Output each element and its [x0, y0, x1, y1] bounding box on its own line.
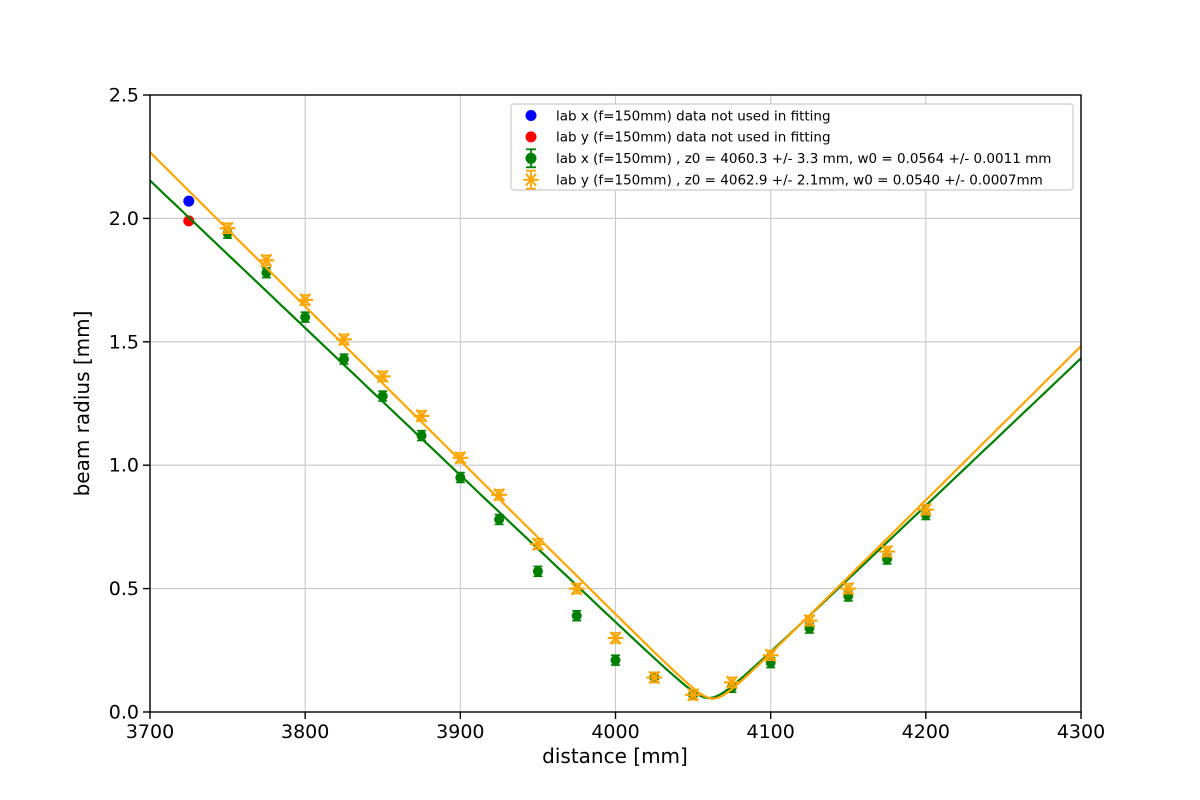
legend: lab x (f=150mm) data not used in fitting… — [510, 103, 1074, 191]
legend-marker-circle — [525, 110, 537, 121]
labx-unused-point — [183, 195, 195, 207]
y-tick-label: 2.0 — [109, 208, 139, 230]
labx-fit-point — [416, 430, 427, 441]
legend-box — [510, 103, 1074, 191]
asterisk-marker — [881, 545, 893, 559]
legend-label: lab y (f=150mm) , z0 = 4062.9 +/- 2.1mm,… — [556, 173, 1043, 189]
asterisk-marker — [920, 503, 932, 517]
y-tick-label: 0.5 — [109, 578, 139, 600]
labx-fit-point — [610, 655, 621, 666]
legend-marker-circle — [525, 152, 537, 164]
asterisk-marker — [525, 173, 537, 187]
x-tick-label: 4300 — [1057, 721, 1105, 743]
laby-fit-fit-curve — [149, 151, 1082, 700]
y-tick-label: 1.0 — [109, 455, 139, 477]
x-axis-label: distance [mm] — [542, 744, 688, 768]
legend-entry-laby-fit: lab y (f=150mm) , z0 = 4062.9 +/- 2.1mm,… — [523, 169, 1043, 190]
x-tick-label: 4000 — [591, 721, 639, 743]
series-labx-unused — [183, 195, 195, 207]
axis-ticks — [143, 94, 1082, 719]
legend-label: lab y (f=150mm) data not used in fitting — [556, 130, 831, 146]
y-tick-labels: 0.0 0.5 1.0 1.5 2.0 2.5 — [109, 85, 139, 724]
laby-unused-point — [183, 215, 195, 227]
asterisk-marker — [648, 670, 660, 684]
y-tick-label: 0.0 — [109, 702, 139, 724]
labx-fit-point — [455, 472, 466, 483]
asterisk-marker — [609, 631, 622, 645]
legend-entry-labx-fit: lab x (f=150mm) , z0 = 4060.3 +/- 3.3 mm… — [525, 148, 1051, 169]
legend-entry-labx-unused: lab x (f=150mm) data not used in fitting — [525, 108, 831, 124]
x-tick-label: 4200 — [902, 721, 950, 743]
asterisk-marker — [454, 451, 467, 465]
x-tick-labels: 3700 3800 3900 4000 4100 4200 4300 — [126, 721, 1105, 743]
legend-entry-laby-unused: lab y (f=150mm) data not used in fitting — [525, 130, 831, 146]
y-axis-label: beam radius [mm] — [70, 311, 94, 497]
asterisk-marker — [726, 675, 738, 689]
labx-fit-point — [571, 610, 582, 621]
series-laby-fit — [149, 151, 1082, 702]
series-laby-unused — [183, 215, 195, 227]
x-tick-label: 4100 — [746, 721, 794, 743]
asterisk-marker — [571, 582, 583, 596]
data-series — [149, 151, 1082, 702]
asterisk-marker — [493, 488, 505, 502]
legend-label: lab x (f=150mm) data not used in fitting — [556, 108, 831, 124]
x-tick-label: 3700 — [126, 721, 174, 743]
labx-fit-point — [532, 566, 543, 577]
asterisk-marker — [803, 614, 816, 628]
x-tick-label: 3900 — [436, 721, 484, 743]
asterisk-marker — [842, 582, 854, 596]
labx-fit-point — [300, 312, 311, 323]
legend-label: lab x (f=150mm) , z0 = 4060.3 +/- 3.3 mm… — [556, 151, 1051, 167]
y-tick-label: 2.5 — [109, 85, 139, 107]
x-tick-label: 3800 — [281, 721, 329, 743]
legend-marker-circle — [525, 131, 537, 143]
labx-fit-point — [494, 514, 505, 525]
y-tick-label: 1.5 — [109, 331, 139, 353]
